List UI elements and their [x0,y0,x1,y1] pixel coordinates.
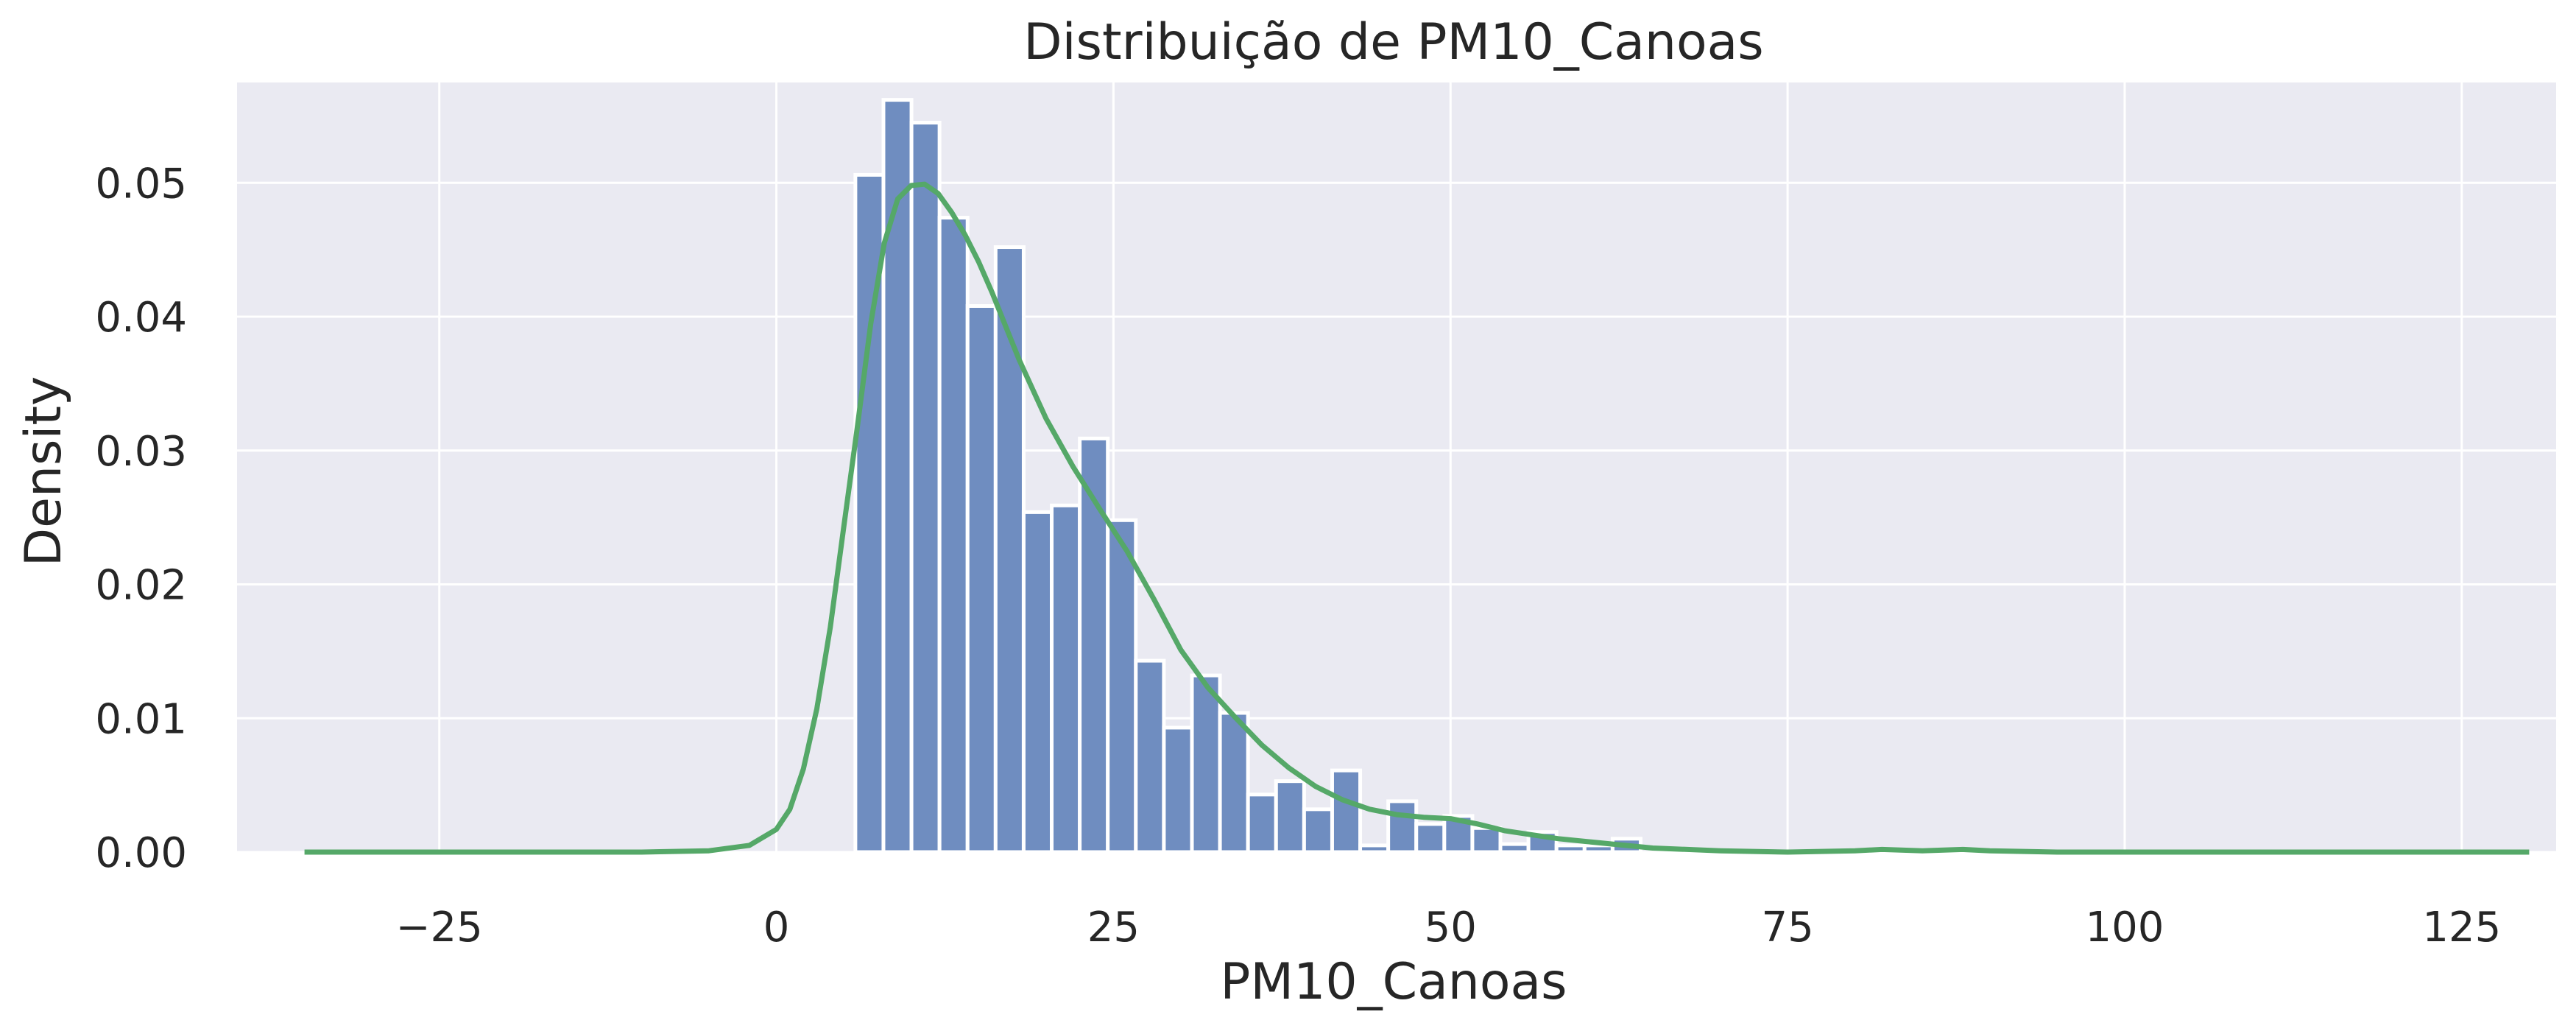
histogram-bar [1470,826,1503,854]
histogram-bar [1106,518,1138,854]
x-tick-label: 25 [1087,904,1140,952]
y-tick-label: 0.00 [95,829,187,877]
chart-title: Distribuição de PM10_Canoas [1023,13,1763,71]
plot-area [237,82,2556,852]
y-tick-label: 0.04 [95,294,187,342]
histogram-bar [1190,673,1222,854]
histogram-bar [1582,843,1615,854]
histogram-bar [1218,711,1250,854]
histogram-bar [909,121,942,854]
histogram-bar [1134,658,1166,854]
kde-line [304,181,2530,855]
histogram-bar [1050,503,1082,854]
y-tick-label: 0.02 [95,562,187,610]
x-tick-label: 75 [1761,904,1813,952]
histogram-bar [1302,807,1334,854]
histogram-bar [1274,779,1306,854]
histogram-bar [965,304,998,854]
histogram-bar [1414,822,1447,854]
histogram-bar [1498,842,1531,854]
grid-lines [237,82,2556,854]
y-tick-label: 0.05 [95,160,187,208]
y-tick-label: 0.01 [95,695,187,743]
histogram-bar [1021,510,1054,854]
x-axis-ticks: −25 0 25 50 75 100 125 [396,904,2502,952]
x-tick-label: 50 [1425,904,1477,952]
histogram-bar [993,245,1026,854]
x-axis-label: PM10_Canoas [1220,953,1567,1011]
histogram-bar [1330,768,1363,854]
histogram-bar [1386,799,1419,854]
histogram-bar [881,98,914,854]
histogram-bar [1162,725,1194,854]
histogram-bar [1078,436,1110,854]
y-tick-label: 0.03 [95,428,187,476]
histogram-bar [937,216,970,854]
x-tick-label: 125 [2422,904,2501,952]
y-axis-label: Density [15,376,73,567]
x-tick-label: 100 [2086,904,2164,952]
x-tick-label: 0 [763,904,790,952]
x-tick-label: −25 [396,904,483,952]
y-axis-ticks: 0.00 0.01 0.02 0.03 0.04 0.05 [95,160,187,877]
histogram-bar [1246,792,1278,854]
histogram-bar [1358,843,1391,854]
histogram-bar [1554,843,1587,854]
